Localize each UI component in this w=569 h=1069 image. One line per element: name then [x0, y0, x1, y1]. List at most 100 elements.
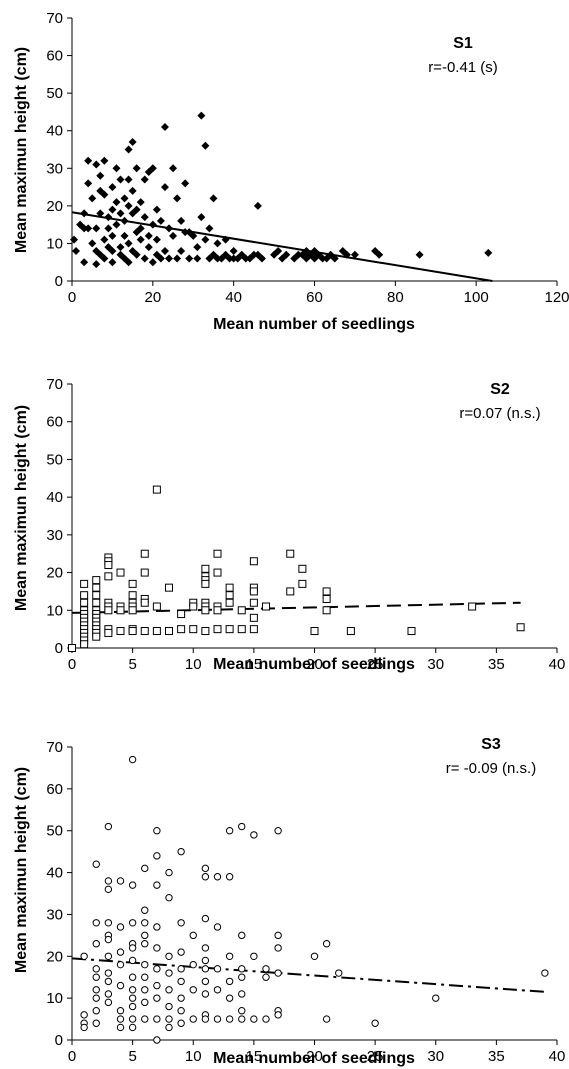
data-point [100, 235, 109, 244]
data-point [92, 919, 100, 927]
data-point [152, 205, 161, 214]
y-axis-label: Mean maximun height (cm) [13, 47, 30, 253]
data-point [201, 579, 210, 588]
y-tick-label: 50 [46, 451, 63, 468]
data-point [250, 831, 258, 839]
data-point [286, 587, 295, 596]
x-tick-label: 80 [387, 289, 404, 306]
data-point [112, 220, 121, 229]
data-point [237, 606, 246, 615]
data-point [221, 235, 230, 244]
data-point [140, 627, 149, 636]
data-point [92, 598, 101, 607]
data-point [294, 250, 303, 259]
x-axis-label: Mean number of seedlings [213, 316, 415, 333]
data-point [104, 885, 113, 894]
data-point [165, 868, 173, 877]
data-point [298, 564, 307, 573]
data-point [92, 1007, 100, 1015]
data-point [169, 164, 178, 173]
x-tick-label: 30 [427, 1048, 444, 1065]
data-point [298, 579, 307, 588]
data-point [213, 965, 222, 973]
data-point [124, 258, 133, 267]
data-point [92, 986, 100, 994]
data-point [153, 1015, 161, 1023]
data-point [238, 973, 246, 981]
data-point [108, 205, 117, 214]
y-tick-label: 30 [46, 527, 63, 544]
y-tick-label: 10 [46, 602, 63, 619]
data-point [112, 164, 121, 173]
data-point [165, 893, 173, 902]
data-point [310, 952, 319, 960]
data-point [128, 944, 137, 952]
data-point [84, 156, 93, 165]
data-point [128, 579, 137, 588]
data-point [132, 164, 141, 173]
data-point [140, 568, 149, 577]
data-point [116, 1023, 125, 1032]
data-point [116, 948, 125, 956]
data-point [68, 644, 76, 652]
data-point [262, 965, 270, 973]
x-tick-label: 120 [544, 289, 569, 306]
data-point [165, 952, 173, 960]
data-point [274, 969, 282, 977]
data-point [225, 977, 234, 986]
correlation-annotation: r= -0.09 (n.s.) [446, 760, 536, 777]
data-point [193, 243, 202, 252]
data-point [108, 183, 117, 192]
data-point [148, 258, 157, 267]
data-point [189, 602, 198, 611]
x-tick-label: 100 [464, 289, 489, 306]
data-point [108, 246, 117, 255]
data-point [250, 952, 258, 960]
data-point [238, 965, 246, 973]
data-point [165, 224, 173, 233]
x-tick-label: 35 [488, 1048, 505, 1065]
data-point [160, 122, 169, 131]
data-point [238, 1007, 246, 1015]
x-tick-label: 0 [68, 1048, 76, 1065]
x-tick-label: 5 [128, 1048, 136, 1065]
data-point [80, 591, 89, 600]
data-point [205, 224, 214, 233]
data-point [92, 1019, 100, 1027]
data-point [92, 160, 101, 169]
data-point [169, 231, 178, 240]
data-point [225, 598, 234, 607]
data-point [371, 1019, 379, 1027]
data-point [257, 254, 266, 263]
data-point [177, 1007, 185, 1015]
data-point [141, 906, 149, 914]
data-point [104, 969, 113, 977]
x-tick-label: 20 [306, 656, 323, 673]
data-point [225, 873, 234, 881]
data-point [189, 986, 197, 994]
data-point [213, 923, 222, 931]
data-point [274, 827, 282, 835]
y-tick-label: 60 [46, 781, 63, 798]
y-tick-label: 0 [55, 1032, 63, 1049]
data-point [282, 250, 291, 259]
x-tick-label: 25 [367, 656, 384, 673]
data-point [237, 625, 246, 634]
data-point [249, 250, 258, 259]
x-tick-label: 10 [185, 1048, 202, 1065]
data-point [128, 606, 137, 615]
data-point [153, 994, 161, 1002]
data-point [165, 627, 173, 636]
y-tick-label: 20 [46, 198, 63, 215]
data-point [80, 1011, 88, 1019]
data-point [165, 969, 173, 977]
scatter-panel-s3: S3 r= -0.09 (n.s.) Mean number of seedli… [13, 736, 565, 1067]
data-point [104, 561, 113, 570]
x-tick-label: 5 [128, 656, 136, 673]
data-point [104, 572, 113, 581]
data-point [84, 179, 93, 188]
y-tick-label: 20 [46, 948, 63, 965]
data-point [104, 952, 113, 960]
data-point [249, 625, 258, 634]
data-point [177, 625, 186, 634]
